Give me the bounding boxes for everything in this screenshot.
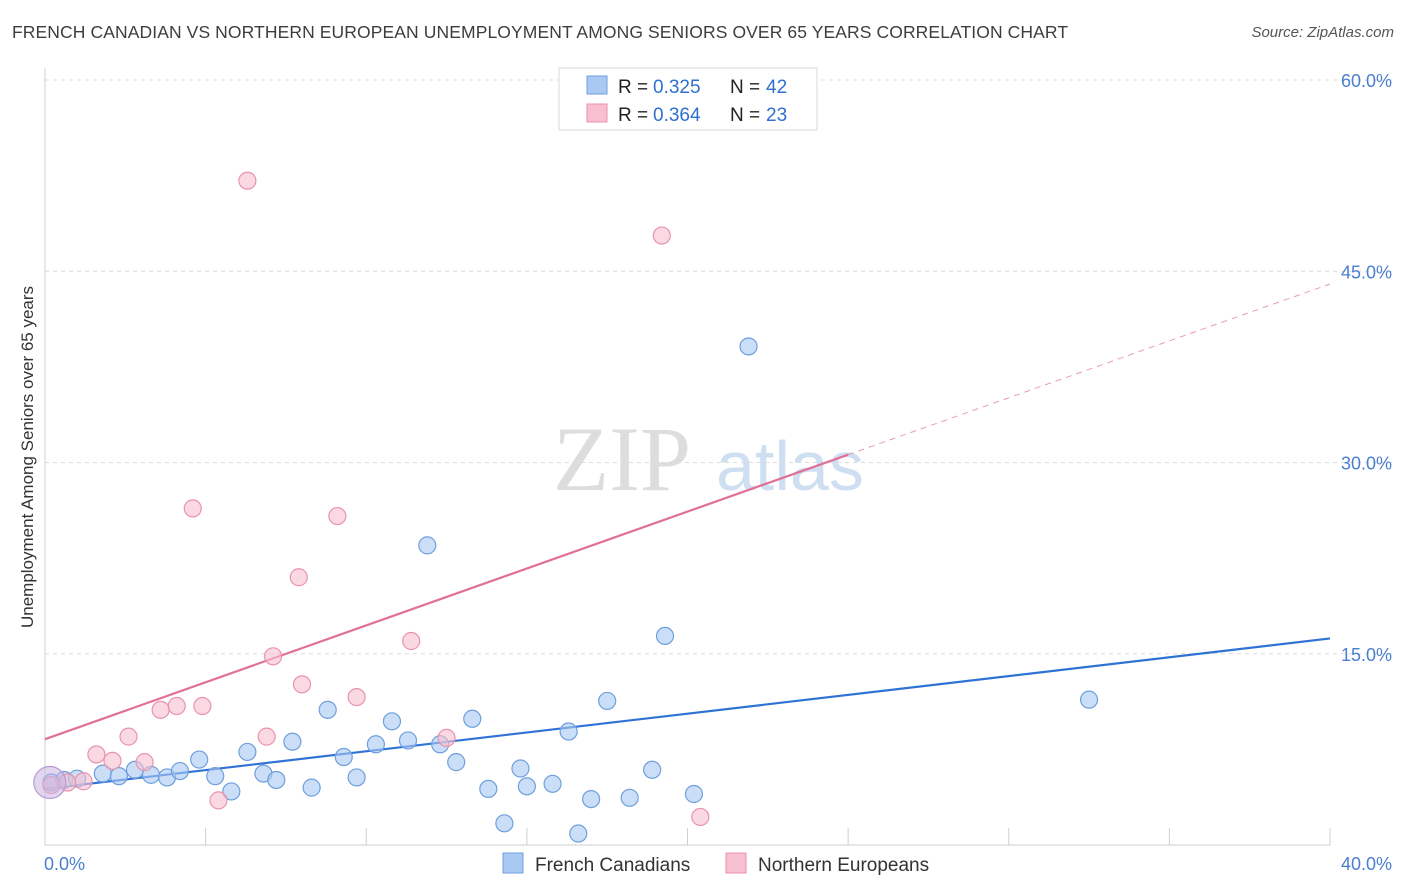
x-tick-label-max: 40.0% <box>1341 854 1392 874</box>
x-tick-marks <box>44 828 1331 845</box>
data-point-northern-europeans <box>292 675 312 694</box>
trend-lines <box>44 283 1331 790</box>
data-point-french-canadians <box>511 759 530 778</box>
data-point-northern-europeans <box>402 631 421 651</box>
trend-line-1 <box>44 453 849 741</box>
data-point-french-canadians <box>479 779 498 799</box>
data-points <box>33 171 1099 843</box>
data-point-northern-europeans <box>74 772 93 791</box>
data-point-french-canadians <box>382 712 402 731</box>
trend-line-extension-1 <box>847 283 1331 456</box>
data-point-french-canadians <box>398 731 418 750</box>
data-point-northern-europeans <box>135 753 154 772</box>
legend-r-value: 0.364 <box>653 105 701 126</box>
legend-swatch-french-canadians <box>586 75 608 95</box>
source-credit: Source: ZipAtlas.com <box>1251 24 1394 41</box>
legend-n-value: 23 <box>766 105 787 126</box>
data-point-french-canadians <box>109 767 128 786</box>
data-point-french-canadians <box>302 778 321 797</box>
legend: R = 0.325 N = 42 R = 0.364 N = 23 <box>558 67 818 131</box>
x-tick-label-min: 0.0% <box>44 854 85 874</box>
data-point-french-canadians <box>620 788 639 807</box>
data-point-northern-europeans <box>263 647 283 666</box>
data-point-northern-europeans <box>167 696 186 716</box>
data-point-northern-europeans <box>257 727 276 746</box>
data-point-french-canadians <box>684 784 704 804</box>
data-point-northern-europeans <box>183 499 202 518</box>
data-point-northern-europeans <box>437 728 456 748</box>
data-point-northern-europeans <box>119 727 138 746</box>
data-point-french-canadians <box>495 814 514 833</box>
y-tick-label: 15.0% <box>1341 645 1392 665</box>
trend-line-0 <box>44 637 1331 790</box>
data-point-northern-europeans <box>691 807 710 827</box>
data-point-french-canadians <box>238 742 257 762</box>
bottom-legend-swatch-northern-europeans <box>725 852 747 874</box>
data-point-northern-europeans <box>151 700 170 719</box>
bottom-legend-swatch-french-canadians <box>502 852 524 874</box>
data-point-french-canadians <box>559 722 578 741</box>
data-point-french-canadians <box>655 626 675 646</box>
y-tick-label: 60.0% <box>1341 71 1392 91</box>
data-point-french-canadians <box>206 767 225 786</box>
data-point-french-canadians <box>190 750 209 769</box>
data-point-french-canadians <box>347 768 366 787</box>
data-point-french-canadians <box>543 774 562 793</box>
data-point-northern-europeans <box>209 791 228 810</box>
data-point-french-canadians <box>418 536 437 555</box>
data-point-french-canadians <box>267 770 286 790</box>
watermark-zip: ZIP <box>553 408 691 510</box>
legend-swatch-northern-europeans <box>586 103 608 123</box>
legend-r-label: R = <box>618 77 648 98</box>
legend-n-value: 42 <box>766 77 787 98</box>
data-point-french-canadians <box>643 760 662 779</box>
data-point-french-canadians <box>318 700 337 719</box>
data-point-french-canadians <box>1079 690 1099 709</box>
data-point-cluster <box>33 765 67 800</box>
data-point-french-canadians <box>222 782 241 801</box>
data-point-french-canadians <box>283 732 302 751</box>
legend-n-label: N = <box>730 105 760 126</box>
bottom-legend: French Canadians Northern Europeans <box>502 852 929 876</box>
bottom-legend-label-french-canadians: French Canadians <box>535 855 690 876</box>
data-point-northern-europeans <box>87 745 106 764</box>
data-point-northern-europeans <box>193 696 212 716</box>
data-point-french-canadians <box>598 691 617 711</box>
data-point-french-canadians <box>739 337 758 356</box>
data-point-french-canadians <box>463 709 482 728</box>
data-point-french-canadians <box>582 789 601 809</box>
gridlines <box>45 79 1392 655</box>
data-point-northern-europeans <box>328 506 347 526</box>
data-point-french-canadians <box>569 824 588 843</box>
legend-r-label: R = <box>618 105 648 126</box>
data-point-northern-europeans <box>347 687 366 707</box>
data-point-northern-europeans <box>103 751 122 770</box>
y-axis-label: Unemployment Among Seniors over 65 years <box>18 286 37 628</box>
data-point-northern-europeans <box>238 171 257 190</box>
data-point-northern-europeans <box>289 568 308 587</box>
legend-n-label: N = <box>730 77 760 98</box>
legend-r-value: 0.325 <box>653 77 701 98</box>
data-point-french-canadians <box>366 735 385 754</box>
data-point-french-canadians <box>170 761 190 781</box>
bottom-legend-label-northern-europeans: Northern Europeans <box>758 855 929 876</box>
data-point-northern-europeans <box>652 226 671 245</box>
y-tick-label: 30.0% <box>1341 454 1392 474</box>
y-tick-label: 45.0% <box>1341 262 1392 282</box>
data-point-french-canadians <box>517 777 536 796</box>
data-point-french-canadians <box>447 753 466 772</box>
y-tick-labels: 15.0% 30.0% 45.0% 60.0% <box>1341 71 1392 665</box>
data-point-french-canadians <box>334 747 353 767</box>
chart-title: FRENCH CANADIAN VS NORTHERN EUROPEAN UNE… <box>12 22 1069 42</box>
